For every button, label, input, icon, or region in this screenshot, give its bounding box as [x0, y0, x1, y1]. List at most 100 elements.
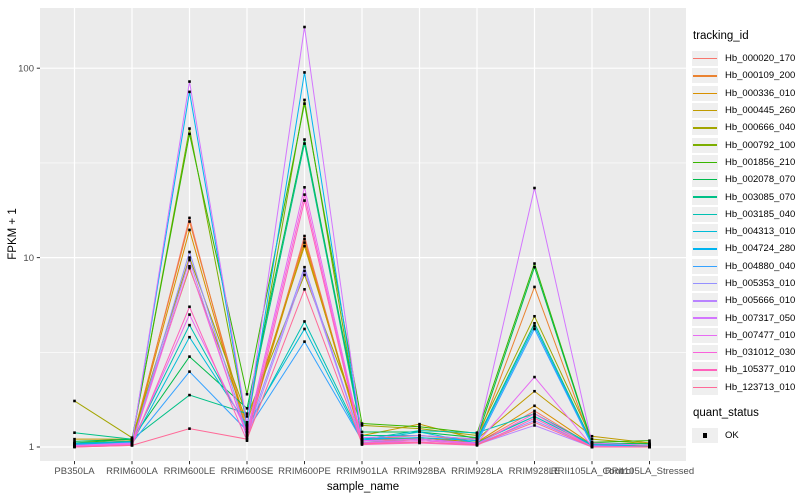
- data-point: [360, 430, 364, 434]
- legend-key: [692, 189, 718, 205]
- data-point: [303, 71, 306, 74]
- legend-entry-Hb_002078_070: Hb_002078_070: [692, 171, 798, 188]
- legend-key: [692, 258, 718, 274]
- legend-entry-Hb_007477_010: Hb_007477_010: [692, 327, 798, 344]
- line-swatch-icon: [693, 109, 717, 112]
- data-point: [303, 234, 306, 238]
- data-point: [245, 422, 249, 426]
- data-point: [303, 138, 306, 141]
- data-point: [130, 437, 134, 441]
- legend-key: [692, 172, 718, 188]
- data-point: [360, 442, 364, 446]
- data-point: [533, 186, 536, 190]
- data-point: [475, 431, 479, 434]
- data-point: [303, 288, 306, 291]
- x-tick-label: PB350LA: [54, 466, 95, 477]
- data-point: [418, 440, 421, 444]
- line-swatch-icon: [693, 161, 717, 164]
- data-point: [245, 429, 249, 432]
- data-point: [73, 442, 76, 446]
- legend-entry-label: Hb_031012_030: [725, 347, 796, 359]
- data-point: [188, 132, 191, 136]
- data-point: [188, 250, 191, 254]
- data-point: [73, 399, 76, 403]
- data-point: [245, 437, 249, 441]
- data-point: [245, 392, 249, 396]
- data-point: [533, 327, 536, 331]
- legend-entry-label: Hb_105377_010: [725, 364, 796, 376]
- data-point: [303, 265, 306, 269]
- data-point: [533, 324, 536, 328]
- x-tick-label: RRII105LA_Control: [551, 466, 633, 477]
- line-swatch-icon: [693, 334, 717, 337]
- data-point: [533, 285, 536, 289]
- legend-key: [692, 85, 718, 101]
- legend-key: [692, 362, 718, 378]
- x-tick-label: RRIM928BA: [393, 466, 446, 477]
- data-point: [303, 102, 306, 105]
- data-point: [418, 436, 421, 439]
- line-swatch-icon: [693, 144, 717, 146]
- data-point: [533, 265, 536, 269]
- line-swatch-icon: [693, 230, 717, 233]
- data-point: [590, 434, 594, 438]
- data-point: [533, 419, 536, 422]
- y-tick-label: 10: [23, 253, 34, 264]
- data-point: [475, 443, 479, 446]
- data-point: [245, 434, 249, 437]
- line-swatch-icon: [693, 248, 717, 250]
- line-swatch-icon: [693, 179, 717, 181]
- legend-entry-Hb_001856_210: Hb_001856_210: [692, 154, 798, 171]
- data-point: [303, 199, 306, 202]
- data-point: [130, 436, 134, 439]
- legend-entry-label: Hb_005666_010: [725, 295, 796, 307]
- data-point: [418, 434, 421, 437]
- data-point: [245, 407, 249, 410]
- data-point: [360, 436, 364, 439]
- x-tick-label: RRIM600LE: [164, 466, 216, 477]
- legend-panel: tracking_id Hb_000020_170 Hb_000109_200 Hb…: [692, 30, 798, 444]
- data-point: [188, 258, 191, 262]
- data-point: [245, 421, 249, 424]
- legend-entry-Hb_005353_010: Hb_005353_010: [692, 275, 798, 292]
- x-tick-label: RRIM600SE: [221, 466, 274, 477]
- data-point: [533, 321, 536, 325]
- legend-entry-label: Hb_000336_010: [725, 87, 796, 99]
- legend-entry-Hb_123713_010: Hb_123713_010: [692, 379, 798, 396]
- legend-entry-Hb_105377_010: Hb_105377_010: [692, 361, 798, 378]
- data-point: [360, 424, 364, 427]
- legend-entry-Hb_007317_050: Hb_007317_050: [692, 309, 798, 326]
- legend-entry-label: Hb_004880_040: [725, 260, 796, 272]
- data-point: [533, 389, 536, 393]
- x-axis-title: sample_name: [326, 481, 400, 493]
- line-swatch-icon: [693, 75, 717, 77]
- data-point: [303, 327, 306, 331]
- data-point: [533, 404, 536, 408]
- legend-entry-Hb_003185_040: Hb_003185_040: [692, 206, 798, 223]
- legend-entry-label: Hb_007317_050: [725, 312, 796, 324]
- legend-key: [692, 154, 718, 170]
- data-point: [188, 305, 191, 309]
- legend-entry-label: Hb_001856_210: [725, 156, 796, 168]
- y-tick-label: 1: [29, 442, 34, 453]
- legend-entry-Hb_031012_030: Hb_031012_030: [692, 344, 798, 361]
- data-point: [188, 264, 191, 268]
- data-point: [245, 427, 249, 430]
- data-point: [188, 335, 191, 339]
- data-point: [245, 425, 249, 428]
- data-point: [303, 244, 306, 248]
- line-swatch-icon: [693, 317, 717, 319]
- data-point: [73, 445, 76, 449]
- legend-key: [692, 327, 718, 343]
- line-swatch-icon: [693, 57, 717, 60]
- data-point: [188, 256, 191, 259]
- data-point: [188, 370, 191, 373]
- data-point: [303, 269, 306, 273]
- line-swatch-icon: [693, 196, 717, 198]
- legend-entry-label: OK: [725, 430, 739, 442]
- legend-entry-label: Hb_004313_010: [725, 226, 796, 238]
- plot-panel: [40, 8, 686, 461]
- data-point: [648, 439, 651, 442]
- data-point: [188, 393, 191, 397]
